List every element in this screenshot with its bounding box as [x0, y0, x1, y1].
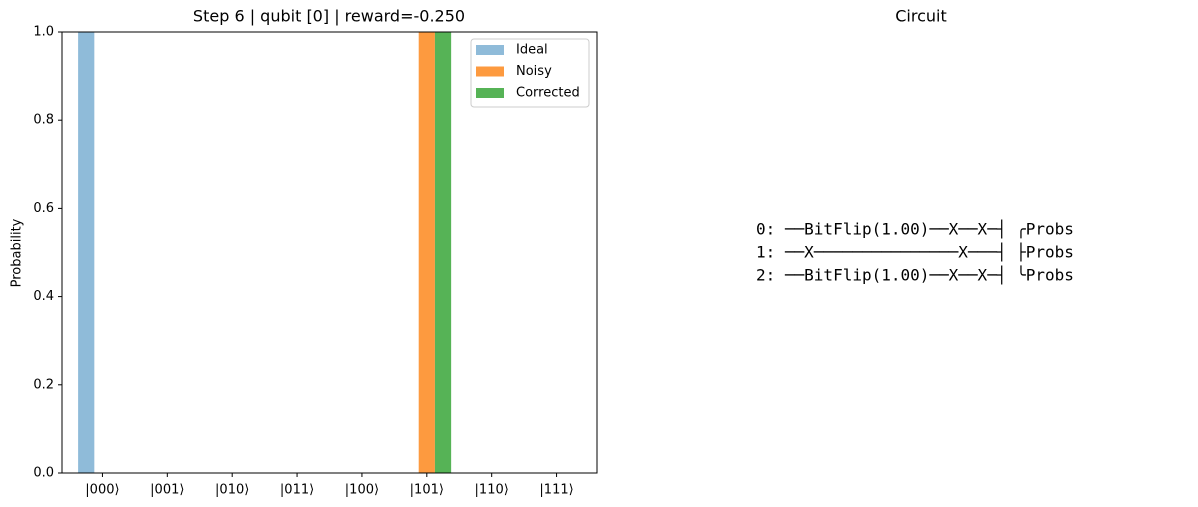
y-axis-label: Probability: [10, 218, 25, 287]
circuit-line: 2: ──BitFlip(1.00)──X──X─┤ ╰Probs: [756, 265, 1074, 285]
y-tick-label: 0.2: [33, 377, 54, 392]
legend-label: Ideal: [516, 43, 548, 58]
bar: [78, 32, 95, 473]
circuit-title: Circuit: [895, 7, 947, 26]
y-tick-label: 0.6: [33, 201, 54, 216]
legend-swatch: [476, 88, 504, 98]
plot-frame: [61, 31, 598, 474]
circuit-line: 0: ──BitFlip(1.00)──X──X─┤ ╭Probs: [756, 219, 1074, 239]
x-tick-label: |110⟩: [475, 483, 509, 498]
x-tick-label: |000⟩: [85, 483, 119, 498]
y-tick-label: 0.4: [33, 289, 54, 304]
bar: [434, 32, 452, 473]
x-tick-label: |111⟩: [539, 483, 573, 498]
bar: [418, 32, 435, 473]
x-tick-label: |010⟩: [215, 483, 249, 498]
y-tick-label: 0.0: [33, 466, 54, 481]
chart-title: Step 6 | qubit [0] | reward=-0.250: [193, 7, 465, 26]
x-tick-label: |011⟩: [280, 483, 314, 498]
legend-swatch: [476, 66, 504, 77]
x-tick-label: |001⟩: [150, 483, 184, 498]
x-tick-label: |101⟩: [410, 483, 444, 498]
legend-swatch: [476, 45, 504, 55]
y-tick-label: 0.8: [33, 113, 54, 128]
legend-label: Noisy: [516, 64, 552, 79]
circuit-line: 1: ──X───────────────X───┤ ├Probs: [756, 242, 1074, 262]
legend-label: Corrected: [516, 86, 580, 101]
y-tick-label: 1.0: [33, 25, 54, 40]
x-tick-label: |100⟩: [345, 483, 379, 498]
